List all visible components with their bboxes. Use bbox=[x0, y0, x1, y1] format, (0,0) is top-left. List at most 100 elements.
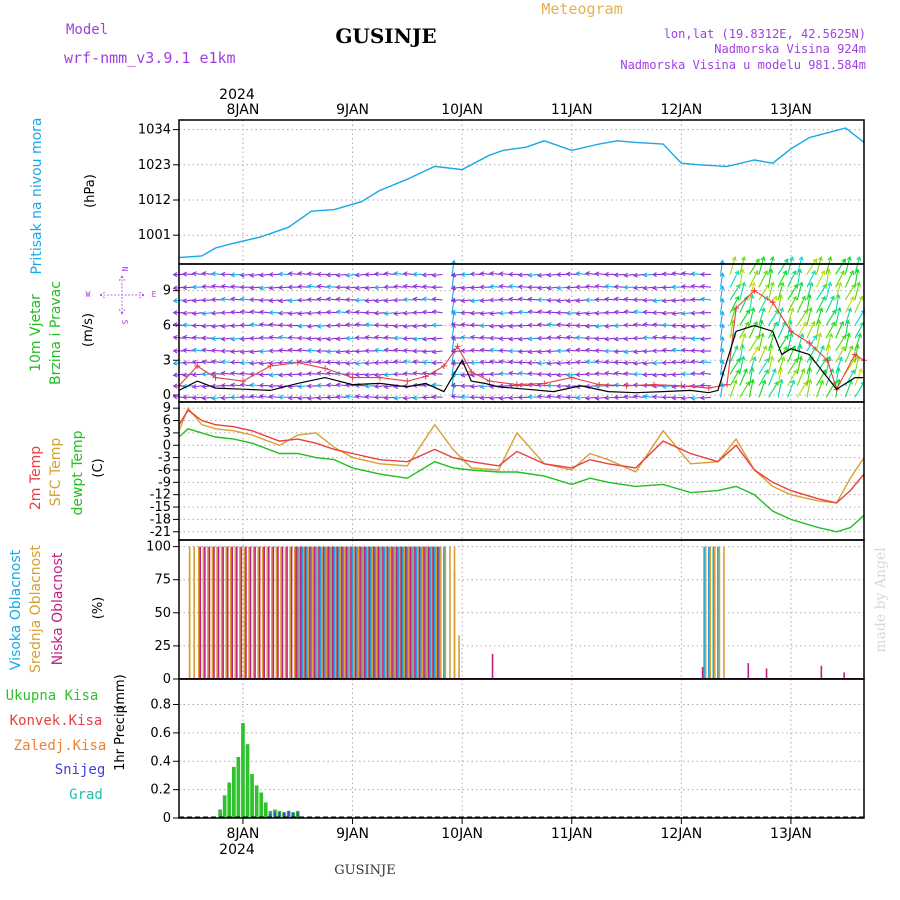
wind-arrow-head bbox=[325, 284, 331, 290]
legend-convective-rain: Konvek.Kisa bbox=[10, 713, 103, 729]
wind-arrow-head bbox=[537, 309, 542, 315]
wind-arrow bbox=[499, 360, 510, 364]
wind-arrow-head bbox=[325, 394, 331, 400]
wind-arrow bbox=[384, 336, 395, 339]
wind-arrow-head bbox=[857, 332, 862, 338]
wind-arrow-head bbox=[431, 382, 437, 388]
wind-arrow bbox=[768, 356, 773, 375]
wind-arrow bbox=[585, 349, 596, 352]
wind-arrow-head bbox=[623, 322, 629, 328]
wind-arrow bbox=[547, 273, 558, 276]
wind-arrow bbox=[854, 381, 865, 398]
wind-arrow-head bbox=[431, 284, 437, 290]
wind-arrow-head bbox=[642, 394, 648, 400]
wind-arrow bbox=[202, 396, 213, 399]
wind-arrow-head bbox=[268, 394, 274, 400]
wind-arrow-head bbox=[421, 296, 427, 302]
wind-arrow-head bbox=[191, 310, 197, 316]
precip-snow-bar bbox=[283, 812, 285, 818]
wind-arrow bbox=[413, 396, 424, 399]
wind-arrow bbox=[816, 284, 827, 301]
wind-arrow-head bbox=[239, 360, 245, 366]
wind-arrow-head bbox=[325, 349, 331, 355]
wind-arrow bbox=[633, 286, 644, 289]
wind-arrow bbox=[288, 396, 299, 399]
wind-arrow-head bbox=[642, 348, 648, 354]
wind-arrow bbox=[422, 337, 433, 340]
wind-arrow-head bbox=[536, 371, 542, 377]
top-day-label: 10JAN bbox=[441, 102, 483, 118]
wind-arrow bbox=[633, 273, 644, 277]
wind-arrow-head bbox=[613, 370, 619, 376]
wind-arrow bbox=[336, 311, 347, 314]
wind-arrow-head bbox=[278, 322, 283, 328]
cloud-high-title: Visoka Oblacnost bbox=[8, 549, 24, 670]
wind-arrow-head bbox=[778, 378, 784, 384]
wind-arrow bbox=[537, 286, 549, 289]
wind-arrow bbox=[307, 372, 318, 375]
wind-arrow-head bbox=[182, 372, 188, 378]
ytick-label: -21 bbox=[150, 525, 171, 540]
wind-arrow-head bbox=[690, 271, 696, 277]
wind-arrow bbox=[288, 272, 299, 275]
wind-arrow bbox=[605, 396, 616, 399]
precip-snow-bar bbox=[296, 812, 299, 818]
wind-arrow bbox=[211, 285, 222, 288]
wind-arrow bbox=[796, 296, 806, 313]
wind-gust-point bbox=[454, 343, 461, 350]
wind-arrow-head bbox=[306, 336, 312, 342]
wind-arrow bbox=[758, 256, 765, 275]
wind-arrow bbox=[317, 285, 328, 288]
wind-arrow-head bbox=[840, 345, 846, 351]
wind-arrow-head bbox=[623, 349, 629, 355]
wind-arrow-head bbox=[258, 297, 264, 303]
wind-arrow-head bbox=[741, 332, 747, 338]
wind-arrow bbox=[605, 324, 616, 327]
wind-arrow-head bbox=[373, 285, 379, 291]
wind-arrow-head bbox=[690, 395, 696, 401]
wind-arrow-head bbox=[700, 359, 705, 365]
wind-arrow-head bbox=[210, 371, 216, 377]
wind-arrow-head bbox=[841, 258, 846, 264]
wind-arrow-head bbox=[335, 371, 341, 377]
wind-arrow-head bbox=[402, 297, 408, 303]
wind-arrow bbox=[672, 299, 683, 302]
wind-arrow-head bbox=[210, 323, 216, 329]
wind-arrow-head bbox=[373, 298, 379, 304]
compass-east: E bbox=[152, 290, 157, 299]
wind-arrow bbox=[365, 362, 376, 365]
wind-arrow bbox=[240, 350, 251, 353]
wind-arrow-head bbox=[811, 270, 816, 276]
wind-arrow bbox=[384, 299, 395, 302]
ytick-label: 6 bbox=[163, 318, 171, 333]
wind-arrow bbox=[355, 311, 366, 314]
wind-arrow-head bbox=[354, 322, 360, 328]
wind-arrow-head bbox=[546, 309, 552, 315]
pressure-title: Pritisak na nivou mora bbox=[29, 117, 45, 274]
wind-arrow bbox=[739, 296, 749, 313]
wind-arrow-head bbox=[632, 272, 638, 278]
wind-arrow bbox=[192, 312, 203, 315]
wind-arrow bbox=[451, 273, 462, 276]
wind-arrow-head bbox=[613, 336, 619, 342]
wind-arrow bbox=[825, 269, 830, 288]
wind-arrow-head bbox=[210, 283, 216, 289]
wind-arrow-head bbox=[460, 310, 465, 316]
wind-arrow-head bbox=[182, 322, 187, 328]
wind-arrow bbox=[605, 285, 616, 288]
wind-arrow-head bbox=[297, 284, 303, 290]
legend-hail: Grad bbox=[69, 787, 103, 803]
wind-arrow-head bbox=[364, 298, 370, 304]
top-day-label: 12JAN bbox=[660, 102, 702, 118]
wind-arrow bbox=[854, 333, 861, 352]
wind-arrow bbox=[288, 312, 299, 315]
wind-arrow-head bbox=[220, 296, 226, 302]
wind-arrow bbox=[653, 362, 664, 364]
wind-arrow-head bbox=[191, 298, 197, 304]
wind-arrow-head bbox=[652, 322, 657, 328]
wind-arrow-head bbox=[450, 335, 456, 341]
wind-arrow bbox=[653, 286, 664, 289]
wind-arrow-head bbox=[258, 382, 264, 388]
wind-arrow-head bbox=[594, 348, 600, 354]
wind-arrow bbox=[624, 337, 635, 340]
